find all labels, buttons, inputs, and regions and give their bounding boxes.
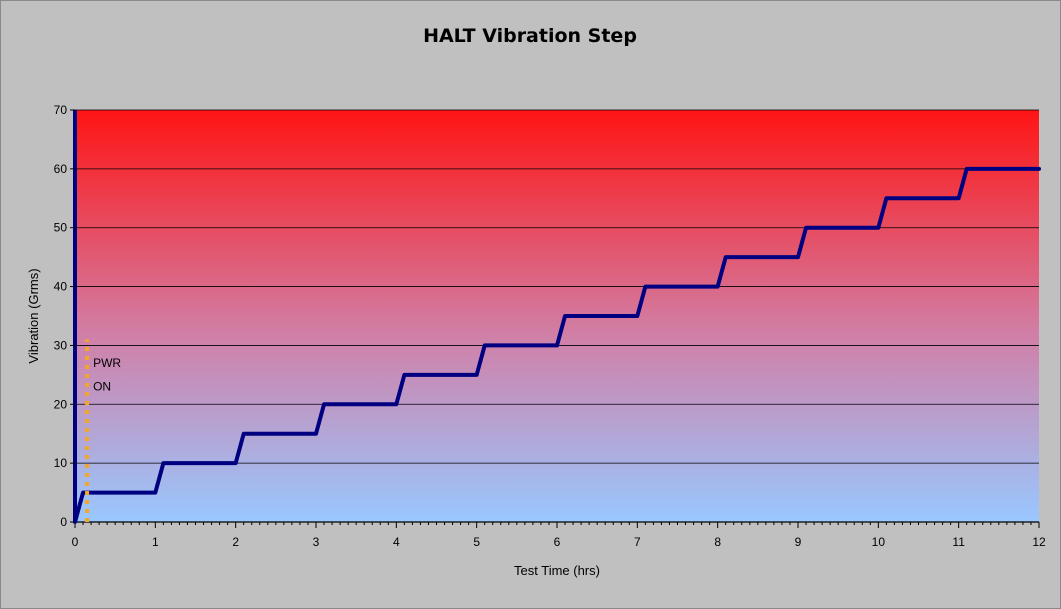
- x-tick-label: 7: [634, 535, 641, 549]
- x-tick-label: 1: [152, 535, 159, 549]
- x-tick-label: 11: [952, 535, 965, 549]
- annotations: PWR ON: [93, 356, 121, 394]
- annotation-label: PWR: [93, 356, 121, 370]
- series-group: [73, 166, 1041, 524]
- x-tick-label: 3: [313, 535, 320, 549]
- y-tick-label: 30: [54, 338, 68, 352]
- y-tick-label: 50: [54, 221, 68, 235]
- x-tick-label: 12: [1032, 535, 1046, 549]
- x-tick-label: 9: [795, 535, 802, 549]
- plot-area: [75, 110, 1039, 522]
- x-tick-label: 4: [393, 535, 400, 549]
- chart-title: HALT Vibration Step: [423, 25, 637, 47]
- vibration-step-line: [73, 166, 1041, 524]
- x-tick-label: 5: [473, 535, 480, 549]
- y-tick-label: 20: [54, 397, 68, 411]
- x-tick-label: 8: [714, 535, 721, 549]
- y-tick-label: 0: [60, 515, 67, 529]
- x-tick-label: 10: [872, 535, 886, 549]
- y-tick-label: 60: [54, 162, 68, 176]
- x-tick-label: 6: [554, 535, 561, 549]
- y-tick-label: 70: [54, 103, 68, 117]
- y-tick-label: 10: [54, 456, 68, 470]
- annotation-label: ON: [93, 380, 111, 394]
- x-axis-title: Test Time (hrs): [514, 563, 600, 578]
- y-axis-title: Vibration (Grms): [26, 268, 41, 363]
- x-tick-label: 0: [72, 535, 79, 549]
- x-tick-label: 2: [232, 535, 239, 549]
- y-tick-label: 40: [54, 280, 68, 294]
